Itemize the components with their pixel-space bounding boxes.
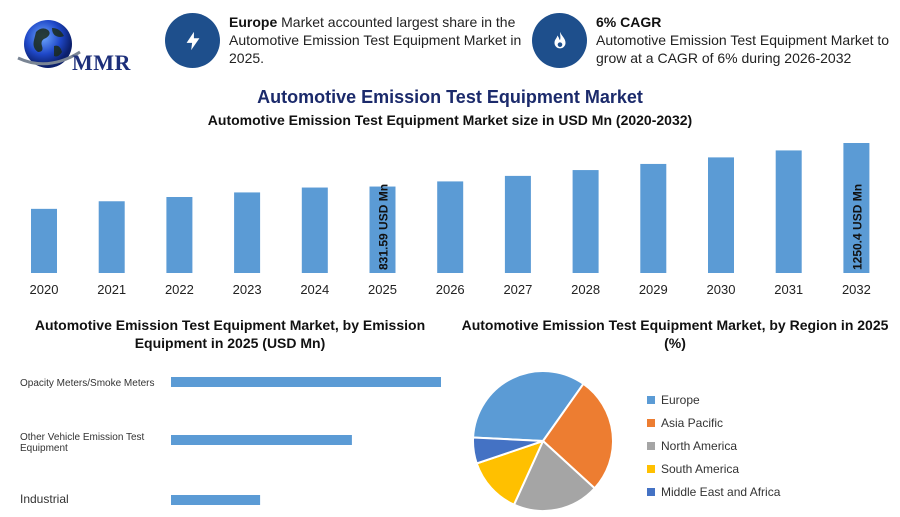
legend-swatch (647, 441, 655, 450)
x-tick-label: 2026 (436, 282, 465, 297)
x-tick-label: 2022 (165, 282, 194, 297)
hbar-1 (171, 435, 352, 445)
region-chart-title: Automotive Emission Test Equipment Marke… (461, 317, 889, 351)
pie-slice-3 (475, 439, 545, 507)
bar-2029 (640, 163, 667, 273)
x-tick-label: 2029 (639, 282, 668, 297)
x-tick-label: 2030 (707, 282, 736, 297)
legend-swatch (647, 418, 655, 427)
bar-2025 (369, 186, 396, 273)
bar-2026 (437, 181, 464, 273)
legend-item: South America (647, 457, 780, 480)
bar-2027 (504, 175, 531, 273)
legend-swatch (647, 395, 655, 404)
bar-2030 (708, 157, 734, 273)
callout-body: Automotive Emission Test Equipment Marke… (596, 32, 890, 66)
callout-cagr: 6% CAGR Automotive Emission Test Equipmen… (532, 13, 892, 68)
legend-item: Middle East and Africa (647, 480, 780, 503)
bar-2028 (572, 170, 599, 273)
pie-slice-1 (541, 382, 614, 490)
equipment-bar-chart (171, 377, 441, 505)
callout-text: 6% CAGR Automotive Emission Test Equipmen… (596, 13, 892, 68)
data-label: 831.59 USD Mn (377, 184, 391, 270)
pie-slice-4 (472, 436, 544, 465)
x-tick-label: 2023 (233, 282, 262, 297)
callout-text: Europe Market accounted largest share in… (229, 13, 525, 68)
category-label: Other Vehicle Emission Test Equipment (20, 432, 145, 454)
legend-label: Asia Pacific (661, 415, 724, 430)
legend-label: South America (661, 461, 740, 476)
lightning-icon (165, 13, 220, 68)
page-title: Automotive Emission Test Equipment Marke… (257, 87, 643, 107)
x-tick-label: 2031 (774, 282, 803, 297)
x-tick-label: 2028 (571, 282, 600, 297)
callout-body: Market accounted largest share in the Au… (229, 14, 522, 66)
bar-2022 (166, 197, 193, 273)
globe-icon (17, 20, 81, 68)
legend-item: Europe (647, 388, 780, 411)
bar-2023 (234, 192, 261, 273)
legend-swatch (647, 464, 655, 473)
bar-2024 (301, 187, 328, 273)
callout-bold: 6% CAGR (596, 14, 662, 30)
bar-2020 (31, 208, 57, 273)
bar-2031 (775, 150, 802, 273)
bar-chart-title: Automotive Emission Test Equipment Marke… (207, 112, 693, 128)
equipment-chart-title: Automotive Emission Test Equipment Marke… (34, 317, 426, 351)
x-tick-label: 2032 (842, 282, 871, 297)
category-label: Industrial (20, 492, 69, 506)
legend-label: Europe (661, 392, 700, 407)
x-tick-label: 2025 (368, 282, 397, 297)
legend-item: Asia Pacific (647, 411, 780, 434)
x-tick-label: 2024 (300, 282, 329, 297)
bar-2032 (843, 143, 870, 273)
callout-europe: Europe Market accounted largest share in… (165, 13, 525, 68)
region-legend: Europe Asia Pacific North America South Ame… (647, 388, 780, 503)
bar-2021 (98, 201, 125, 273)
logo-text: MMR (72, 50, 131, 75)
hbar-0 (171, 377, 441, 387)
callout-bold: Europe (229, 14, 278, 30)
x-tick-label: 2021 (97, 282, 126, 297)
market-size-bar-chart: 2020 2021 2022 2023 2024 2025 831.59 USD Mn 202… (30, 143, 871, 297)
legend-label: North America (661, 438, 738, 453)
region-pie-chart (472, 370, 614, 512)
legend-label: Middle East and Africa (661, 484, 781, 499)
pie-slice-2 (512, 439, 597, 512)
legend-item: North America (647, 434, 780, 457)
x-tick-label: 2027 (503, 282, 532, 297)
flame-icon (532, 13, 587, 68)
x-tick-label: 2020 (30, 282, 59, 297)
legend-swatch (647, 487, 655, 496)
data-label: 1250.4 USD Mn (850, 184, 864, 270)
hbar-2 (171, 495, 261, 505)
category-label: Opacity Meters/Smoke Meters (20, 378, 155, 389)
pie-slice-0 (472, 370, 585, 443)
company-logo: MMR (14, 12, 144, 80)
